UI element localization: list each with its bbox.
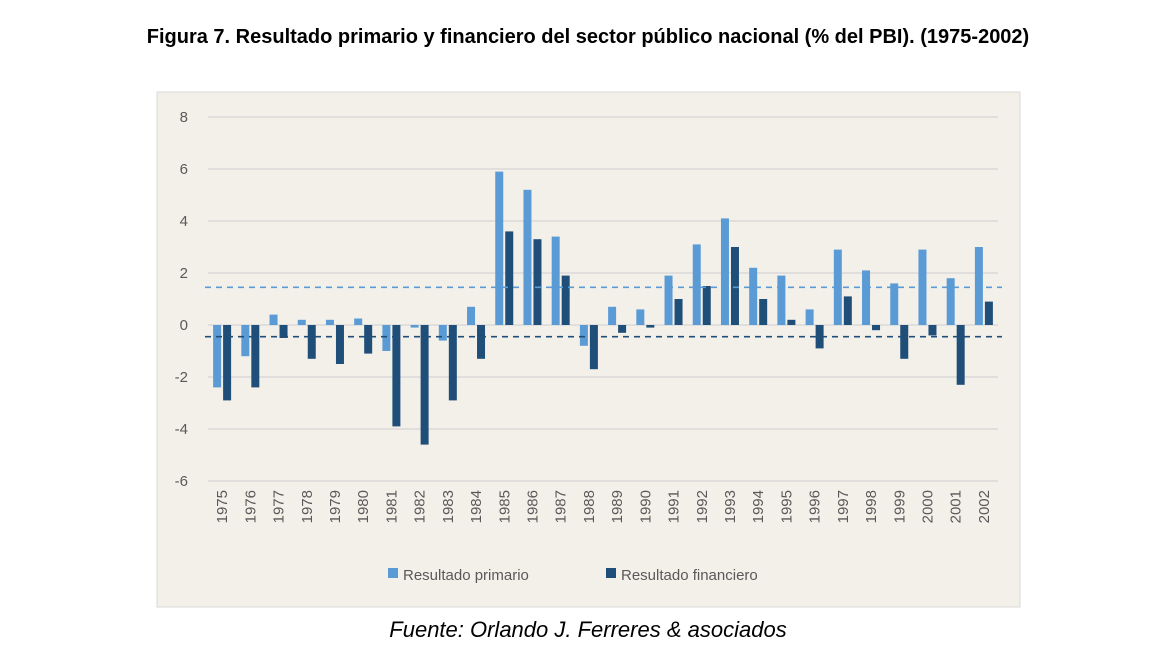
bar-financiero-1990 [646,325,655,328]
x-tick-label: 1997 [835,490,852,523]
bar-primario-1984 [467,306,476,325]
bar-primario-1998 [862,270,871,325]
chart-title: Figura 7. Resultado primario y financier… [146,26,1030,48]
x-tick-label: 1981 [383,490,400,523]
y-tick-label: 0 [180,317,188,334]
y-tick-label: -2 [175,369,188,386]
bar-financiero-1985 [505,231,514,325]
x-tick-label: 2001 [948,490,965,523]
bar-primario-1995 [777,275,786,325]
legend-label: Resultado financiero [621,567,758,584]
bar-primario-1990 [636,309,645,325]
x-tick-label: 2000 [919,490,936,523]
x-tick-label: 1989 [609,490,626,523]
bar-financiero-1980 [364,325,373,354]
y-tick-label: -6 [175,473,188,490]
bar-financiero-1991 [674,299,683,325]
bar-financiero-2001 [956,325,965,385]
x-tick-label: 2002 [976,490,993,523]
x-tick-label: 1998 [863,490,880,523]
bar-financiero-1996 [815,325,824,349]
x-tick-label: 1975 [214,490,231,523]
bar-financiero-2002 [984,301,993,325]
bar-primario-1979 [325,319,334,325]
bar-financiero-1987 [561,275,570,325]
x-tick-label: 1988 [581,490,598,523]
x-tick-label: 1986 [524,490,541,523]
bar-primario-1992 [692,244,701,325]
x-tick-label: 1984 [468,490,485,523]
bar-primario-1975 [213,325,222,388]
bar-primario-1994 [749,267,758,325]
bar-primario-2001 [946,278,955,325]
bar-primario-2002 [974,247,983,325]
bar-financiero-1997 [843,296,852,325]
x-tick-label: 1992 [694,490,711,523]
bar-primario-1993 [720,218,729,325]
bar-financiero-1989 [618,325,627,333]
bar-financiero-1979 [335,325,344,364]
x-tick-label: 1979 [327,490,344,523]
bar-financiero-1994 [759,299,768,325]
bar-financiero-1984 [477,325,486,359]
x-tick-label: 1994 [750,490,767,523]
x-tick-label: 1985 [496,490,513,523]
legend-label: Resultado primario [403,567,529,584]
x-tick-label: 1980 [355,490,372,523]
x-tick-label: 1990 [637,490,654,523]
x-tick-label: 1996 [807,490,824,523]
bar-financiero-1975 [223,325,232,401]
x-tick-label: 1987 [553,490,570,523]
legend-swatch [388,568,398,578]
bar-primario-1977 [269,314,278,325]
y-tick-label: 6 [180,161,188,178]
y-tick-label: 2 [180,265,188,282]
bar-financiero-1999 [900,325,909,359]
x-tick-label: 1991 [666,490,683,523]
bar-financiero-1983 [448,325,457,401]
bar-primario-1989 [608,306,617,325]
x-tick-label: 1976 [242,490,259,523]
y-tick-label: 4 [180,213,188,230]
x-tick-label: 1982 [412,490,429,523]
bar-financiero-1998 [872,325,881,331]
bar-primario-1976 [241,325,250,357]
bar-primario-1978 [297,319,306,325]
y-tick-label: -4 [175,421,188,438]
bar-financiero-1976 [251,325,260,388]
bar-financiero-1993 [730,247,739,325]
bar-financiero-1995 [787,319,796,325]
x-tick-label: 1978 [299,490,316,523]
bar-financiero-2000 [928,325,937,336]
plot-background [156,91,1021,608]
x-tick-label: 1977 [271,490,288,523]
bar-financiero-1978 [307,325,316,359]
y-tick-label: 8 [180,109,188,126]
bar-primario-1999 [890,283,899,325]
x-tick-label: 1983 [440,490,457,523]
x-tick-label: 1999 [891,490,908,523]
bar-primario-1982 [410,325,419,328]
bar-financiero-1992 [702,286,711,325]
bar-primario-1985 [495,171,504,325]
bar-primario-1991 [664,275,673,325]
bar-primario-1980 [354,318,363,325]
bar-primario-1988 [579,325,588,346]
legend-swatch [606,568,616,578]
bar-primario-1986 [523,189,532,325]
bar-primario-1981 [382,325,391,351]
bar-primario-1987 [551,236,560,325]
chart-source: Fuente: Orlando J. Ferreres & asociados [389,617,787,642]
x-tick-label: 1993 [722,490,739,523]
x-tick-label: 1995 [778,490,795,523]
bar-primario-1983 [438,325,447,341]
bar-financiero-1981 [392,325,401,427]
bar-financiero-1977 [279,325,288,338]
bar-financiero-1982 [420,325,429,445]
bar-financiero-1986 [533,239,542,325]
bar-financiero-1988 [589,325,598,370]
bar-primario-1996 [805,309,814,325]
